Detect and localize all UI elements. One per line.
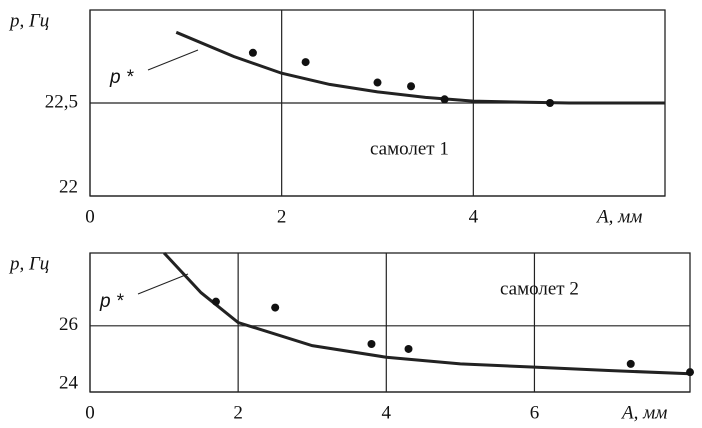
data-point: [248, 48, 257, 57]
y-axis-label: p, Гц: [8, 253, 49, 274]
data-point: [407, 82, 416, 91]
annotation: p *: [99, 291, 124, 312]
data-point: [301, 58, 310, 67]
x-tick-label: 2: [233, 402, 243, 423]
annotation: самолет 1: [370, 138, 449, 159]
data-point: [404, 344, 413, 353]
y-tick-label: 24: [59, 372, 79, 393]
curve: [175, 30, 665, 105]
data-point: [440, 95, 449, 104]
data-point: [686, 368, 694, 377]
x-tick-label: 4: [469, 206, 479, 227]
y-tick-label: 22,5: [45, 91, 78, 112]
data-point: [373, 78, 382, 87]
x-tick-label: 0: [85, 402, 95, 423]
data-point: [626, 359, 635, 368]
x-tick-label: 2: [277, 206, 287, 227]
curve: [162, 251, 691, 376]
data-point: [367, 340, 376, 349]
x-tick-label: 0: [85, 206, 95, 227]
x-axis-label: A, мм: [595, 206, 642, 227]
annotation-leader: [147, 49, 199, 71]
x-axis-label: A, мм: [620, 402, 667, 423]
data-point: [546, 99, 554, 107]
y-tick-label: 22: [59, 176, 78, 197]
data-point: [271, 303, 280, 312]
annotation-leader: [137, 273, 189, 295]
x-tick-label: 4: [382, 402, 392, 423]
data-point: [211, 297, 220, 306]
y-axis-label: p, Гц: [8, 10, 49, 31]
y-tick-label: 26: [59, 314, 78, 335]
annotation: p *: [109, 67, 134, 88]
x-tick-label: 6: [530, 402, 540, 423]
annotation: самолет 2: [500, 278, 579, 299]
